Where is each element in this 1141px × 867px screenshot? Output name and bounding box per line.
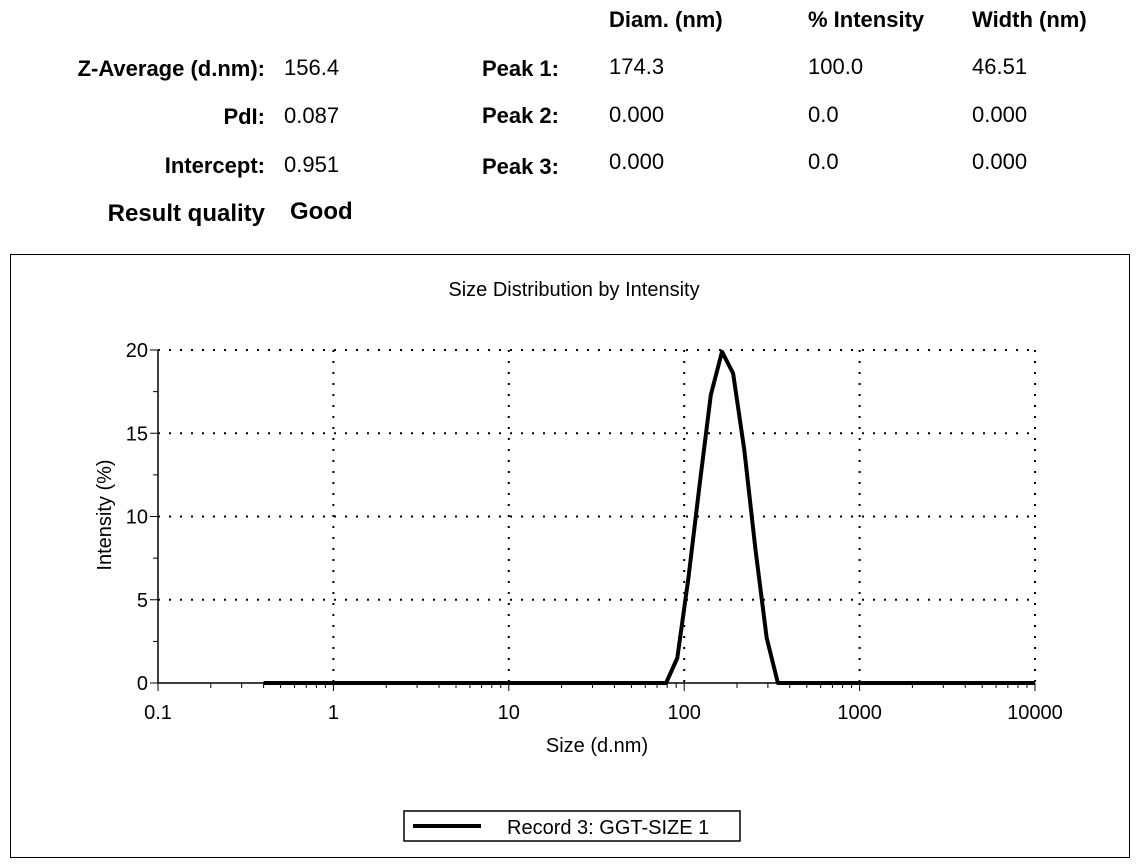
series-line xyxy=(263,349,1035,685)
result-quality-value: Good xyxy=(290,198,353,225)
y-tick-label: 20 xyxy=(126,340,148,362)
peak-3-width: 0.000 xyxy=(972,149,1028,174)
peak-3-intensity: 0.0 xyxy=(808,149,839,174)
chart-frame: Size Distribution by Intensity 0.1 1 10 100… xyxy=(10,254,1130,858)
series-layer xyxy=(263,349,1035,685)
x-tick-label: 1000 xyxy=(837,702,882,724)
size-distribution-chart: Size Distribution by Intensity 0.1 1 10 100… xyxy=(94,279,1063,842)
peak-1-intensity: 100.0 xyxy=(808,54,864,79)
grid-lines xyxy=(158,349,1036,683)
x-tick-label: 1 xyxy=(328,702,339,724)
peak-2-diam: 0.000 xyxy=(609,102,665,127)
tick-labels: 0.1 1 10 100 1000 10000 0 5 10 15 20 xyxy=(126,340,1063,724)
peak-3-label: Peak 3: xyxy=(481,154,559,179)
peak-1-diam: 174.3 xyxy=(609,54,665,79)
column-header-width: Width (nm) xyxy=(972,7,1087,32)
intercept-value: 0.951 xyxy=(284,152,340,177)
x-tick-label: 10000 xyxy=(1007,702,1063,724)
intercept-label: Intercept: xyxy=(164,153,265,178)
plot-axes xyxy=(150,349,1036,691)
y-tick-label: 5 xyxy=(137,590,148,612)
y-tick-label: 15 xyxy=(126,423,148,445)
legend: Record 3: GGT-SIZE 1 xyxy=(403,810,741,842)
pdi-value: 0.087 xyxy=(284,103,340,128)
peak-1-label: Peak 1: xyxy=(481,56,559,81)
z-average-label: Z-Average (d.nm): xyxy=(77,56,265,81)
y-tick-label: 10 xyxy=(126,507,148,529)
y-tick-label: 0 xyxy=(137,673,148,695)
z-average-value: 156.4 xyxy=(284,55,340,80)
x-tick-label: 100 xyxy=(668,702,701,724)
peak-1-width: 46.51 xyxy=(972,54,1028,79)
peak-2-width: 0.000 xyxy=(972,102,1028,127)
chart-title: Size Distribution by Intensity xyxy=(448,279,699,301)
peak-3-diam: 0.000 xyxy=(609,149,665,174)
peak-2-intensity: 0.0 xyxy=(808,102,839,127)
legend-entry: Record 3: GGT-SIZE 1 xyxy=(507,817,709,839)
peak-2-label: Peak 2: xyxy=(481,103,559,128)
x-tick-label: 0.1 xyxy=(144,702,172,724)
pdi-label: PdI: xyxy=(223,104,265,129)
x-axis-label: Size (d.nm) xyxy=(546,735,648,757)
result-quality-label: Result quality xyxy=(107,200,265,227)
column-header-diam: Diam. (nm) xyxy=(609,7,723,32)
x-tick-label: 10 xyxy=(498,702,520,724)
y-axis-label: Intensity (%) xyxy=(94,459,116,570)
column-header-intensity: % Intensity xyxy=(808,7,925,32)
